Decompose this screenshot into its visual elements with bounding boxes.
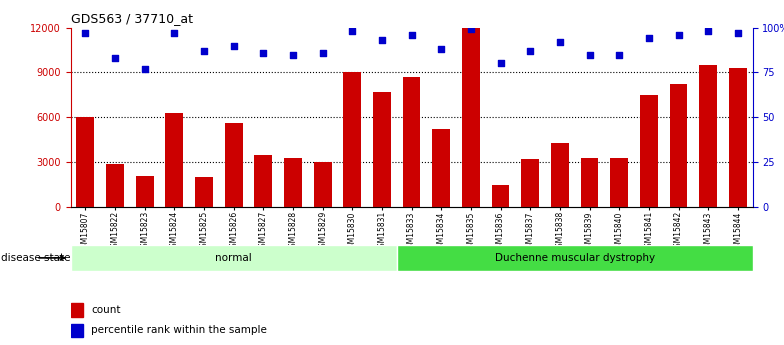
Point — [583, 52, 596, 57]
Bar — [551, 143, 568, 207]
Bar — [284, 158, 302, 207]
Bar — [225, 123, 242, 207]
Bar — [71, 245, 397, 271]
Point — [79, 30, 92, 36]
Bar — [610, 158, 628, 207]
Point — [257, 50, 270, 56]
Text: Duchenne muscular dystrophy: Duchenne muscular dystrophy — [495, 253, 655, 263]
Bar — [343, 72, 361, 207]
Point — [435, 46, 448, 52]
Point — [227, 43, 240, 48]
Bar — [195, 177, 213, 207]
Point — [494, 61, 506, 66]
Bar — [640, 95, 658, 207]
Point — [405, 32, 418, 38]
Point — [702, 28, 714, 34]
Point — [317, 50, 329, 56]
Bar — [670, 85, 688, 207]
Bar — [71, 304, 83, 317]
Bar — [492, 185, 510, 207]
Point — [287, 52, 299, 57]
Text: disease state: disease state — [2, 253, 71, 263]
Bar — [165, 113, 183, 207]
Point — [672, 32, 684, 38]
Bar — [581, 158, 598, 207]
Point — [109, 55, 122, 61]
Point — [465, 27, 477, 32]
Point — [554, 39, 566, 45]
Bar — [77, 117, 94, 207]
Text: percentile rank within the sample: percentile rank within the sample — [91, 325, 267, 335]
Bar — [314, 162, 332, 207]
Text: normal: normal — [216, 253, 252, 263]
Point — [643, 36, 655, 41]
Bar — [699, 65, 717, 207]
Point — [613, 52, 626, 57]
Bar — [729, 68, 746, 207]
Bar — [255, 155, 272, 207]
Point — [524, 48, 536, 54]
Bar — [432, 129, 450, 207]
Bar — [403, 77, 420, 207]
Bar — [462, 28, 480, 207]
Point — [376, 37, 388, 43]
Bar — [136, 176, 154, 207]
Point — [731, 30, 744, 36]
Point — [198, 48, 210, 54]
Text: GDS563 / 37710_at: GDS563 / 37710_at — [71, 12, 193, 25]
Point — [168, 30, 180, 36]
Bar — [106, 164, 124, 207]
Text: count: count — [91, 305, 121, 315]
Bar — [397, 245, 753, 271]
Bar — [521, 159, 539, 207]
Point — [139, 66, 151, 72]
Bar — [373, 92, 391, 207]
Point — [346, 28, 358, 34]
Bar — [71, 324, 83, 337]
